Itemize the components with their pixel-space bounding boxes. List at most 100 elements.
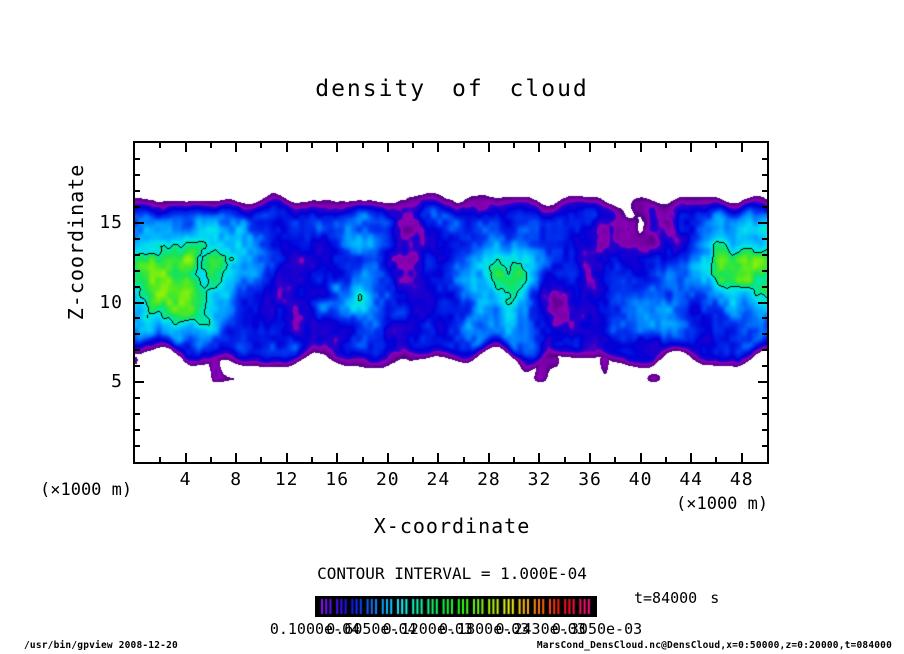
density-heatmap-canvas	[135, 143, 767, 462]
tick-mark	[260, 143, 263, 148]
tick-mark	[135, 381, 144, 384]
tick-mark	[135, 397, 140, 400]
x-tick-label: 48	[729, 469, 754, 490]
tick-mark	[386, 453, 389, 462]
tick-mark	[336, 453, 339, 462]
tick-mark	[538, 143, 541, 152]
tick-mark	[762, 365, 767, 368]
tick-mark	[762, 237, 767, 240]
tick-mark	[412, 143, 415, 148]
tick-mark	[614, 143, 617, 148]
z-tick-label: 15	[99, 211, 123, 233]
tick-mark	[758, 381, 767, 384]
tick-mark	[159, 143, 162, 148]
tick-mark	[758, 221, 767, 224]
tick-mark	[135, 237, 140, 240]
tick-mark	[762, 157, 767, 160]
colorbar-label: 0.2430e-03	[495, 620, 586, 638]
colorbar-label: 0.6050e-04	[326, 620, 417, 638]
tick-mark	[715, 457, 718, 462]
tick-mark	[762, 189, 767, 192]
z-tick-label: 5	[111, 371, 123, 393]
tick-mark	[639, 453, 642, 462]
tick-mark	[437, 143, 440, 152]
tick-mark	[758, 301, 767, 304]
tick-mark	[209, 143, 212, 148]
colorbar-label: 0.3050e-03	[551, 620, 643, 638]
tick-mark	[664, 457, 667, 462]
tick-mark	[285, 453, 288, 462]
tick-mark	[664, 143, 667, 148]
tick-mark	[487, 453, 490, 462]
colorbar-label: 0.1200e-03	[382, 620, 473, 638]
tick-mark	[762, 253, 767, 256]
tick-mark	[135, 413, 140, 416]
tick-mark	[135, 445, 140, 448]
tick-mark	[563, 143, 566, 148]
tick-mark	[184, 453, 187, 462]
x-tick-label: 20	[375, 469, 400, 490]
tick-mark	[135, 269, 140, 272]
tick-mark	[235, 453, 238, 462]
tick-mark	[513, 143, 516, 148]
footer-dataset: MarsCond_DensCloud.nc@DensCloud,x=0:5000…	[536, 640, 892, 651]
x-axis-label: X-coordinate	[373, 514, 531, 538]
tick-mark	[538, 453, 541, 462]
tick-mark	[159, 457, 162, 462]
colorbar-label: 0.1800e-03	[439, 620, 530, 638]
chart-title: density of cloud	[315, 76, 589, 102]
tick-mark	[715, 143, 718, 148]
tick-mark	[235, 143, 238, 152]
z-tick-label: 10	[99, 291, 123, 313]
footer-command: /usr/bin/gpview 2008-12-20	[24, 640, 178, 651]
x-tick-label: 28	[477, 469, 501, 490]
tick-mark	[135, 317, 140, 320]
tick-mark	[462, 457, 465, 462]
tick-mark	[135, 189, 140, 192]
tick-mark	[762, 269, 767, 272]
colorbar-labels: 0.1000e-04 0.6050e-04 0.1200e-03 0.1800e-03…	[270, 620, 642, 638]
x-tick-label: 44	[679, 469, 703, 490]
tick-mark	[487, 143, 490, 152]
tick-mark	[135, 429, 140, 432]
tick-mark	[762, 413, 767, 416]
x-tick-label: 40	[628, 469, 653, 490]
tick-mark	[135, 365, 140, 368]
z-axis-label: Z-coordinate	[64, 163, 88, 321]
x-axis-unit: (×1000 m)	[676, 494, 769, 514]
tick-mark	[762, 285, 767, 288]
tick-mark	[361, 457, 364, 462]
tick-mark	[260, 457, 263, 462]
tick-mark	[513, 457, 516, 462]
tick-mark	[285, 143, 288, 152]
tick-mark	[135, 253, 140, 256]
tick-mark	[762, 333, 767, 336]
tick-mark	[209, 457, 212, 462]
x-tick-label: 32	[527, 469, 552, 490]
tick-mark	[135, 349, 140, 352]
tick-mark	[462, 143, 465, 148]
tick-mark	[361, 143, 364, 148]
x-tick-label: 8	[230, 469, 243, 490]
tick-mark	[184, 143, 187, 152]
x-tick-label: 36	[578, 469, 602, 490]
tick-mark	[310, 143, 313, 148]
tick-mark	[135, 333, 140, 336]
tick-mark	[762, 429, 767, 432]
x-tick-label: 12	[274, 469, 299, 490]
tick-mark	[336, 143, 339, 152]
x-tick-label: 16	[325, 469, 350, 490]
tick-mark	[135, 205, 140, 208]
tick-mark	[135, 221, 144, 224]
tick-mark	[639, 143, 642, 152]
x-tick-label: 4	[179, 469, 192, 490]
tick-mark	[762, 349, 767, 352]
tick-mark	[135, 157, 140, 160]
z-axis-unit: (×1000 m)	[40, 480, 133, 500]
tick-mark	[614, 457, 617, 462]
tick-mark	[762, 445, 767, 448]
tick-mark	[386, 143, 389, 152]
colorbar-label: 0.1000e-04	[269, 620, 361, 638]
tick-mark	[762, 317, 767, 320]
